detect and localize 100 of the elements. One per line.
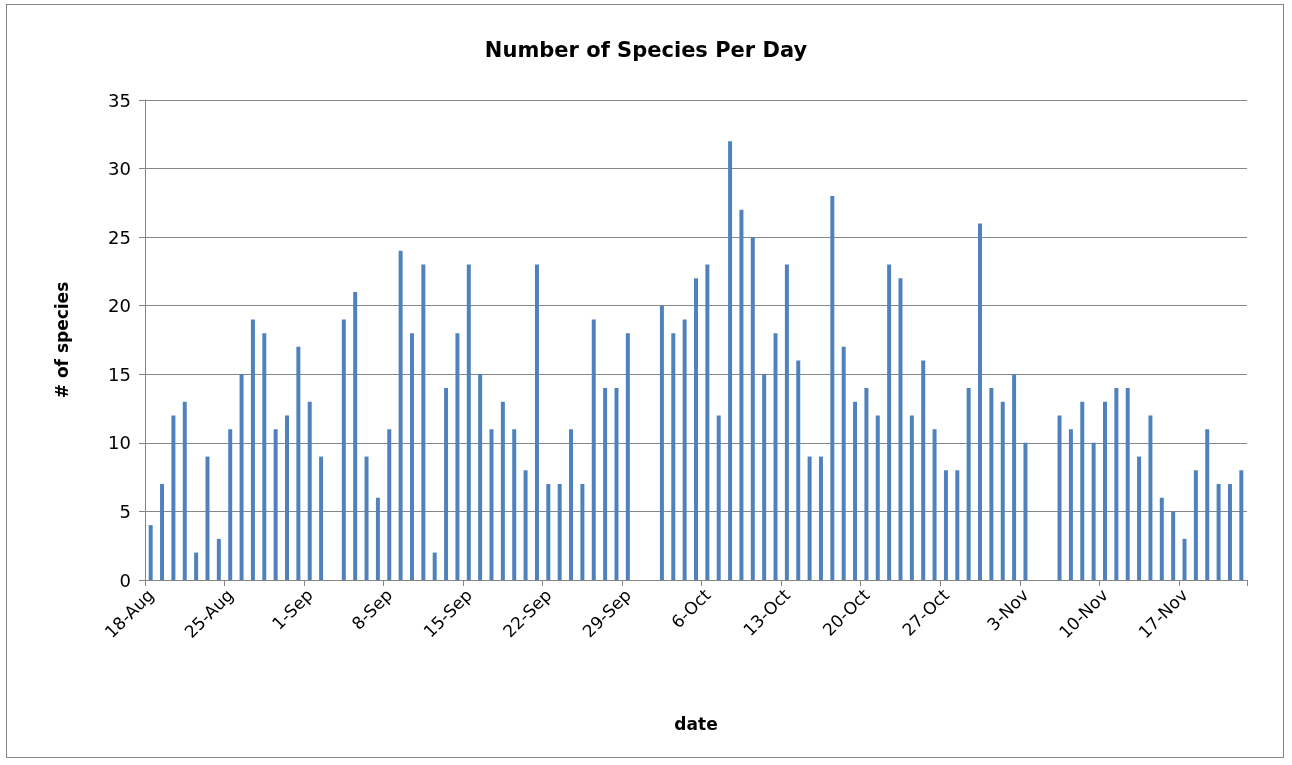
bar (1000, 401, 1005, 580)
bar (1114, 388, 1119, 580)
bar (614, 388, 619, 580)
bar (250, 319, 255, 580)
bar (909, 415, 914, 580)
bar (591, 319, 596, 580)
bar (887, 264, 892, 580)
bar (569, 429, 574, 580)
bar (671, 333, 676, 580)
y-tick-label: 0 (119, 569, 131, 591)
bar (1103, 401, 1107, 580)
y-tick-label: 30 (108, 158, 131, 180)
bar (978, 223, 983, 580)
bar (421, 264, 426, 580)
bar (773, 333, 778, 580)
bar (455, 333, 460, 580)
bar (864, 388, 869, 580)
bar (1227, 484, 1232, 580)
bar (943, 470, 948, 580)
bar (285, 415, 289, 580)
bar (228, 429, 233, 580)
y-tick-label: 35 (108, 89, 131, 111)
bar (841, 346, 846, 580)
bar (580, 484, 585, 580)
y-tick-label: 20 (108, 295, 131, 317)
bar (1239, 470, 1244, 580)
bar (705, 264, 710, 580)
bar (921, 360, 926, 580)
bar (989, 388, 994, 580)
bar (171, 415, 176, 580)
y-tick-label: 5 (119, 500, 131, 522)
bar (296, 346, 301, 580)
bar (830, 196, 835, 580)
bar (784, 264, 789, 580)
bar (750, 237, 755, 580)
bar (375, 497, 380, 580)
bar (1205, 429, 1210, 580)
bar (932, 429, 937, 580)
bar (148, 525, 153, 580)
bar (1148, 415, 1153, 580)
bar (1068, 429, 1073, 580)
bar (625, 333, 630, 580)
bar (160, 484, 165, 580)
bar (716, 415, 721, 580)
bar (353, 292, 358, 580)
bar (387, 429, 392, 580)
bar (307, 401, 312, 580)
bar (818, 456, 823, 580)
bar (1182, 538, 1187, 580)
bar (1193, 470, 1198, 580)
bar (557, 484, 562, 580)
bar (534, 264, 539, 580)
bar (796, 360, 801, 580)
bar (659, 305, 664, 580)
bar (512, 429, 517, 580)
bar (682, 319, 687, 580)
bar (194, 552, 199, 580)
chart-title: Number of Species Per Day (484, 37, 808, 62)
bar (762, 374, 767, 580)
bar (853, 401, 858, 580)
bar (875, 415, 880, 580)
bar (1171, 511, 1176, 580)
bar (523, 470, 528, 580)
bar (1012, 374, 1017, 580)
bar (466, 264, 471, 580)
y-tick-label: 25 (108, 226, 131, 248)
bar (216, 538, 221, 580)
bar (205, 456, 210, 580)
bar (432, 552, 437, 580)
bar (603, 388, 608, 580)
bar (500, 401, 505, 580)
bar (1057, 415, 1062, 580)
bar (1023, 442, 1028, 580)
bar (1216, 484, 1221, 580)
bar (319, 456, 324, 580)
bar (182, 401, 187, 580)
bar (807, 456, 812, 580)
y-tick-label: 10 (108, 432, 131, 454)
bar (478, 374, 483, 580)
bar (739, 209, 744, 580)
bar (341, 319, 346, 580)
bar (1091, 442, 1096, 580)
bar (398, 250, 403, 580)
bar (1159, 497, 1164, 580)
bar (546, 484, 551, 580)
bar (1137, 456, 1142, 580)
x-axis-title: date (674, 713, 718, 734)
bar (444, 388, 449, 580)
bar (364, 456, 369, 580)
bar (273, 429, 278, 580)
bar (262, 333, 267, 580)
bar (239, 374, 244, 580)
bar (728, 141, 733, 580)
bar (1080, 401, 1085, 580)
y-axis-title: # of species (51, 281, 72, 399)
bar (1125, 388, 1130, 580)
bar (955, 470, 960, 580)
bar (694, 278, 698, 580)
bar (966, 388, 971, 580)
bar (409, 333, 414, 580)
